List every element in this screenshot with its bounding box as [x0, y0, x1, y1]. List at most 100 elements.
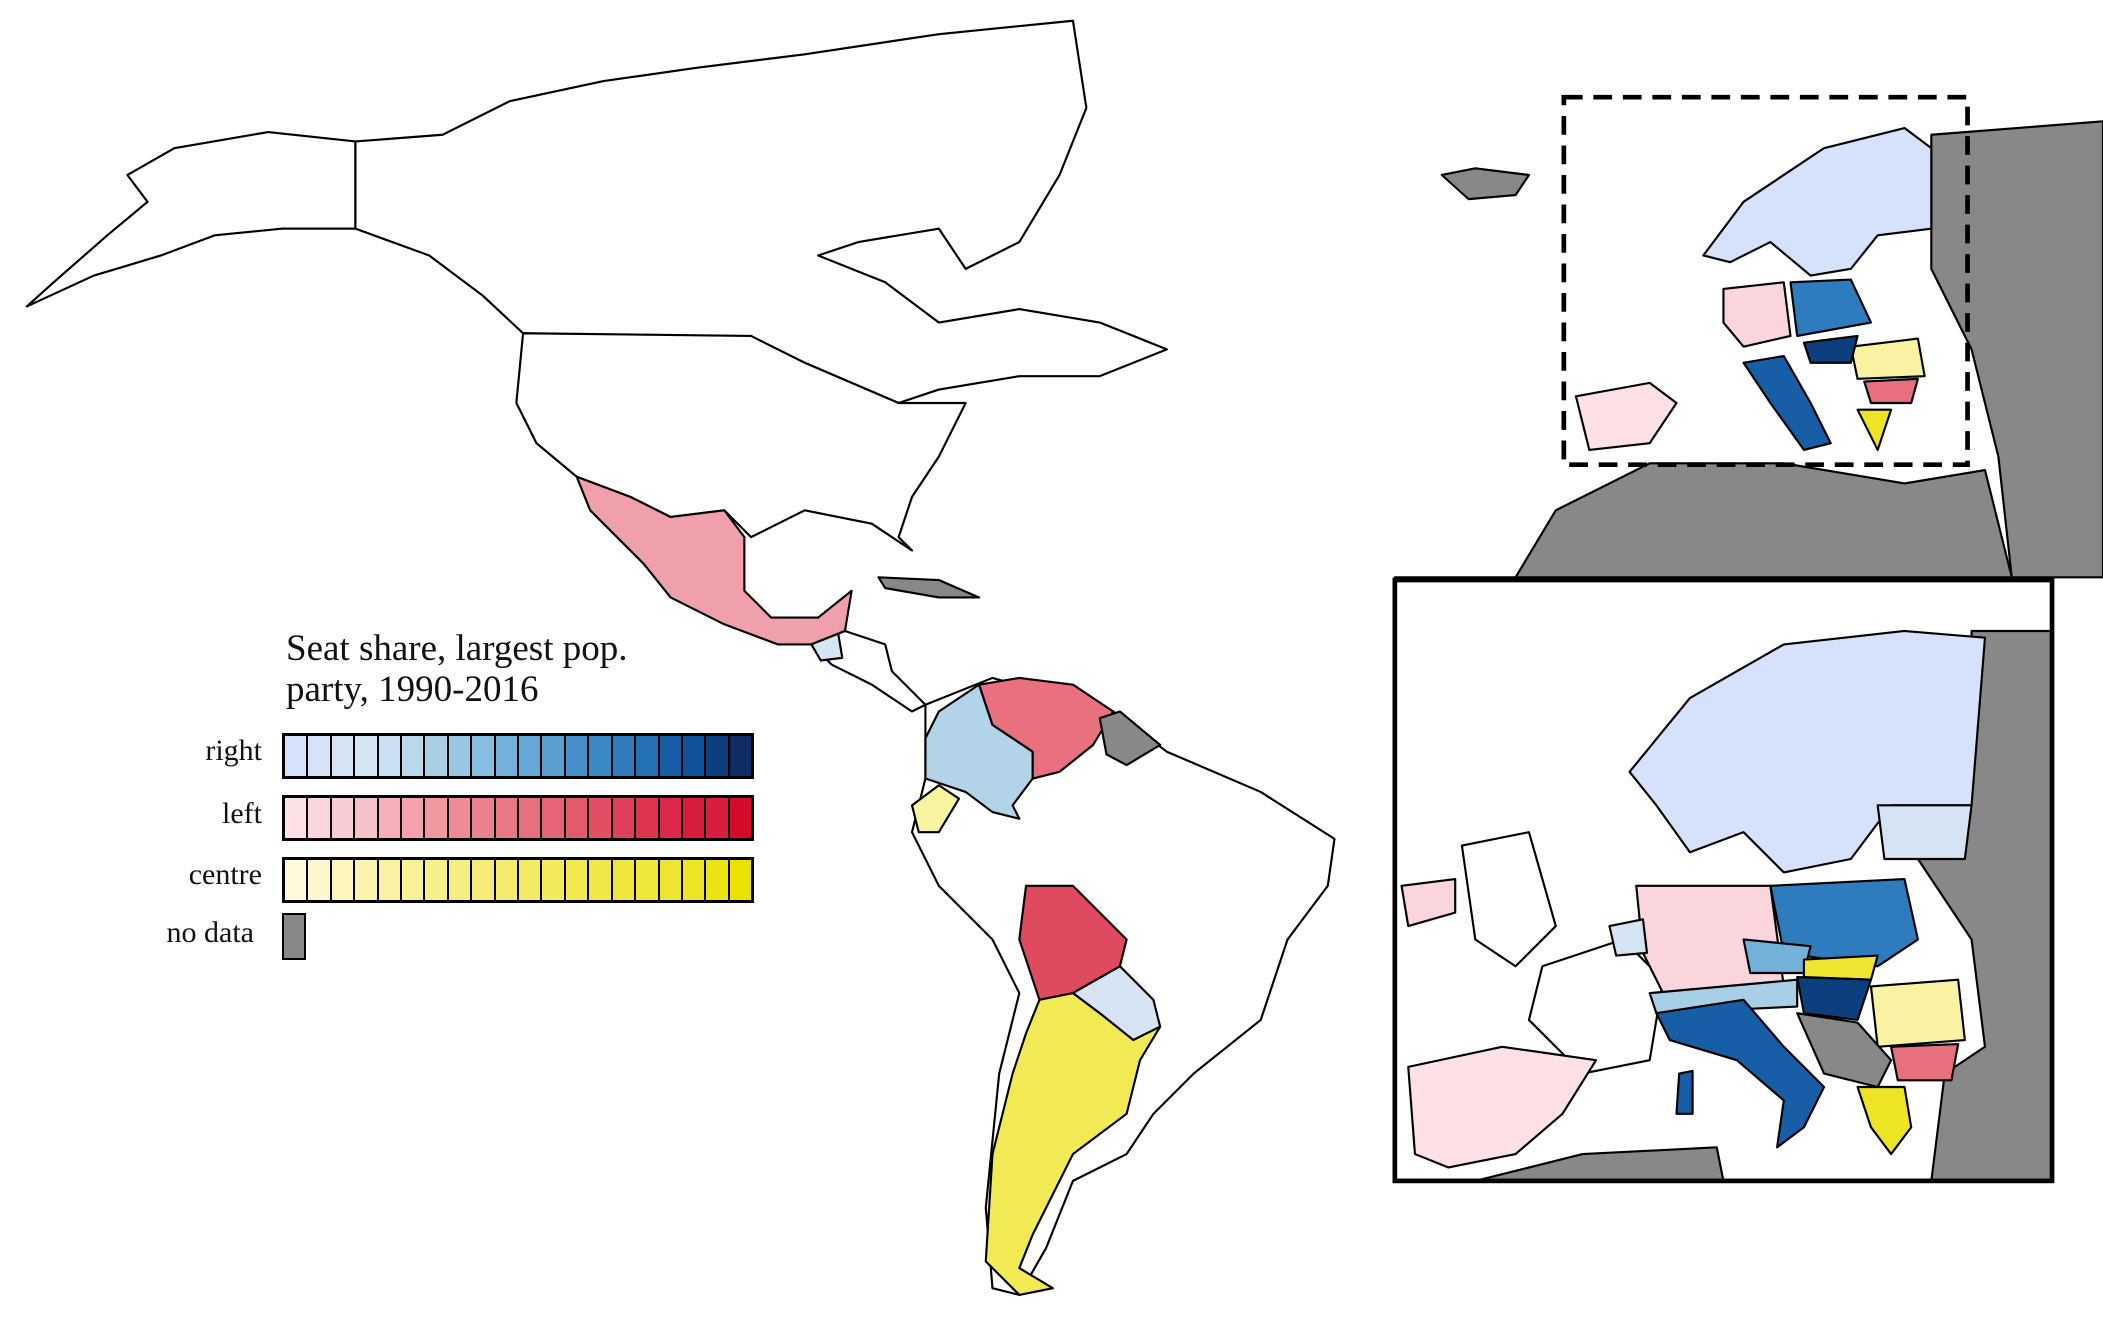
legend-swatch	[682, 798, 705, 838]
mexico	[575, 475, 853, 646]
inset-benelux	[1608, 918, 1649, 957]
legend-swatch	[331, 736, 354, 776]
legend-swatch	[472, 860, 494, 900]
legend-swatch	[355, 860, 377, 900]
legend-swatch	[729, 798, 752, 838]
italy	[1742, 354, 1832, 452]
ecuador	[910, 784, 961, 834]
legend-swatch	[636, 798, 658, 838]
hungary	[1802, 334, 1859, 364]
inset-baltics	[1876, 804, 1973, 861]
legend-swatch	[331, 860, 354, 900]
legend-swatch	[425, 798, 447, 838]
legend-swatch	[448, 798, 471, 838]
legend-swatch	[729, 860, 752, 900]
iceland	[1440, 167, 1531, 201]
legend-swatch	[659, 736, 681, 776]
legend-swatch	[519, 798, 541, 838]
legend-swatch	[355, 736, 377, 776]
inset-poland	[1769, 878, 1919, 968]
legend-swatch	[542, 736, 564, 776]
legend-swatch	[706, 798, 728, 838]
inset-romania	[1869, 978, 1966, 1048]
cuba	[877, 576, 981, 599]
legend-swatch	[612, 860, 635, 900]
legend-swatch	[402, 736, 424, 776]
inset-slovakia	[1802, 954, 1879, 981]
legend-title-line1: Seat share, largest pop.	[286, 628, 628, 669]
legend-swatch	[495, 798, 518, 838]
legend-swatch	[402, 860, 424, 900]
legend-swatch	[448, 860, 471, 900]
guatemala	[810, 632, 844, 662]
legend-swatch	[472, 798, 494, 838]
germany	[1722, 281, 1792, 348]
legend-swatch	[729, 736, 752, 776]
inset-italy	[1655, 998, 1826, 1149]
legend-swatch	[472, 736, 494, 776]
legend-swatch	[448, 736, 471, 776]
legend-swatch	[378, 798, 401, 838]
inset-ireland-uk	[1460, 831, 1557, 968]
legend-swatch	[285, 860, 307, 900]
legend-label-left: left	[222, 797, 262, 830]
legend-bar-centre	[282, 857, 754, 903]
inset-frame	[1392, 577, 2055, 1184]
inset-balkans	[1796, 1012, 1893, 1089]
legend-swatch	[612, 798, 635, 838]
bulgaria	[1863, 377, 1919, 405]
inset-ireland	[1400, 878, 1457, 928]
legend-title-line2: party, 1990-2016	[286, 669, 539, 710]
legend-swatch-no-data	[282, 913, 306, 960]
alaska	[25, 130, 357, 308]
legend-swatch	[355, 798, 377, 838]
spain	[1574, 381, 1678, 452]
legend-swatch	[589, 798, 611, 838]
inset-germany	[1635, 884, 1785, 995]
inset-spain	[1407, 1045, 1598, 1169]
legend-swatch	[565, 736, 588, 776]
scandinavia	[1702, 126, 1933, 277]
legend-swatch	[495, 736, 518, 776]
legend-swatch	[542, 798, 564, 838]
russia	[1930, 120, 2103, 579]
legend-swatch	[612, 736, 635, 776]
legend-swatch	[682, 736, 705, 776]
inset-austria-switzerland	[1648, 978, 1799, 1015]
legend-swatch	[308, 860, 330, 900]
legend-swatch	[659, 798, 681, 838]
legend-swatch	[659, 860, 681, 900]
legend-swatch	[565, 860, 588, 900]
legend-swatch	[285, 736, 307, 776]
legend-swatch	[308, 736, 330, 776]
argentina	[984, 992, 1162, 1296]
legend-swatch	[565, 798, 588, 838]
inset-greece	[1856, 1085, 1913, 1156]
legend-swatch	[331, 798, 354, 838]
legend-swatch	[589, 736, 611, 776]
legend-swatch	[402, 798, 424, 838]
romania	[1849, 337, 1926, 380]
legend-swatch	[542, 860, 564, 900]
legend-swatch	[589, 860, 611, 900]
inset-bulgaria	[1890, 1043, 1960, 1082]
africa	[1393, 462, 2013, 579]
legend-label-no-data: no data	[166, 916, 254, 949]
legend-label-right: right	[205, 734, 262, 767]
legend-label-centre: centre	[188, 858, 262, 891]
europe-inset	[1392, 577, 2055, 1184]
greece	[1856, 408, 1893, 452]
inset-czech	[1742, 938, 1812, 975]
legend-swatch	[636, 860, 658, 900]
legend-swatch	[706, 736, 728, 776]
legend-bar-right	[282, 733, 754, 779]
legend-swatch	[519, 736, 541, 776]
legend-swatch	[682, 860, 705, 900]
venezuela	[978, 676, 1115, 780]
legend-swatch	[519, 860, 541, 900]
guyana-suriname	[1098, 710, 1162, 767]
poland	[1789, 278, 1873, 338]
legend-swatch	[495, 860, 518, 900]
legend-swatch	[378, 736, 401, 776]
